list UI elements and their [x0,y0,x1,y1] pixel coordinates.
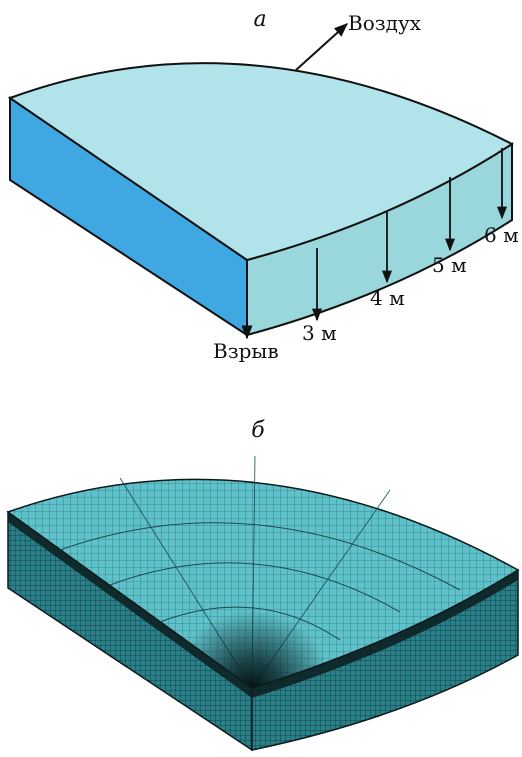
probe-label-6m: 6 м [484,223,519,247]
top-face [7,62,514,262]
explosion-label: Взрыв [213,339,279,363]
panel-b: б [6,418,520,752]
probe-label-5m: 5 м [432,253,467,277]
air-label: Воздух [348,11,422,35]
air-arrow [295,23,349,71]
panel-a-label: а [253,7,266,32]
panel-a: а Воздух Взрыв 3 м 4 м 5 м 6 м [7,7,519,363]
panel-b-label: б [251,418,265,443]
probe-label-3m: 3 м [302,321,337,345]
mesh-dense-core [8,479,518,688]
probe-label-4m: 4 м [370,286,405,310]
